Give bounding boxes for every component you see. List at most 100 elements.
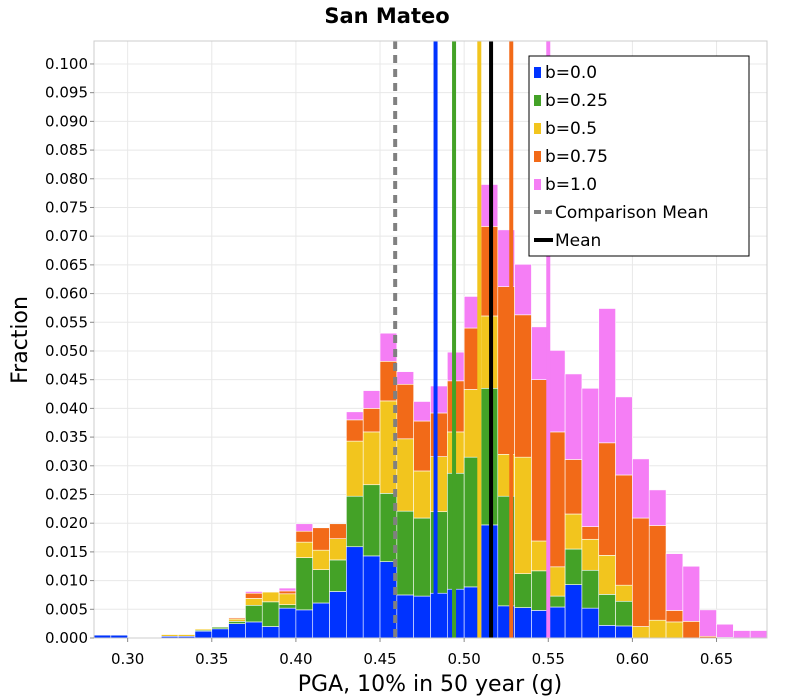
bar-segment-b=0.25 (228, 621, 246, 624)
bar-segment-b=0.5 (261, 591, 280, 603)
bar-segment-b=0.5 (547, 566, 566, 597)
y-tick-label: 0.040 (45, 399, 88, 417)
bar-segment-b=1.0 (379, 332, 398, 362)
bar-segment-b=1.0 (430, 385, 448, 414)
y-axis-label: Fraction (8, 296, 33, 384)
bar-segment-b=1.0 (682, 565, 701, 622)
bar-segment-b=0.25 (564, 548, 583, 585)
bar-segment-b=0.75 (632, 517, 650, 627)
bar-segment-b=0.75 (514, 314, 532, 458)
bar-segment-b=0.5 (430, 456, 448, 513)
bar-segment-b=0.75 (295, 530, 314, 543)
bar-segment-b=0.0 (598, 625, 616, 639)
bar-segment-b=0.25 (261, 601, 280, 627)
bar-segment-b=1.0 (278, 587, 297, 592)
legend-swatch-b-1-0 (534, 179, 541, 190)
bar-segment-b=0.75 (413, 420, 431, 472)
bar-segment-b=0.25 (346, 495, 364, 548)
legend-label-b-0-75: b=0.75 (545, 147, 608, 167)
bar-segment-b=1.0 (346, 411, 364, 421)
y-tick-label: 0.025 (45, 485, 88, 503)
bar-segment-b=0.25 (312, 569, 330, 604)
histogram-bars (93, 184, 768, 639)
x-tick-label: 0.60 (616, 650, 649, 668)
bar-segment-b=1.0 (396, 371, 414, 385)
bar-segment-b=0.5 (632, 626, 650, 639)
bar-segment-b=1.0 (413, 401, 431, 422)
bar-segment-b=0.5 (564, 513, 583, 550)
y-tick-label: 0.065 (45, 256, 88, 274)
bar-segment-b=0.75 (346, 419, 364, 442)
bar-segment-b=0.75 (581, 526, 600, 540)
bar-segment-b=0.0 (194, 630, 213, 639)
y-axis: 0.000 0.005 0.010 0.015 0.020 0.025 0.030 0.035… (45, 55, 94, 647)
legend-label-b-0-25: b=0.25 (545, 91, 608, 111)
y-tick-label: 0.100 (45, 55, 88, 73)
bar-segment-b=0.0 (228, 623, 246, 639)
y-tick-label: 0.055 (45, 313, 88, 331)
bar-segment-b=0.0 (514, 607, 532, 639)
bar-segment-b=0.75 (598, 442, 616, 556)
bar-segment-b=0.0 (362, 555, 381, 639)
bar-segment-b=0.5 (329, 538, 347, 561)
bar-segment-b=0.5 (581, 538, 600, 571)
bar-segment-b=0.0 (346, 546, 364, 639)
bar-segment-b=0.5 (278, 593, 297, 606)
bar-segment-b=0.5 (413, 470, 431, 519)
legend-label-b-1-0: b=1.0 (545, 175, 597, 195)
bar-segment-b=0.5 (295, 541, 314, 558)
bar-segment-b=0.25 (413, 517, 431, 597)
legend-label-b-0-0: b=0.0 (545, 63, 597, 83)
legend: b=0.0 b=0.25 b=0.5 b=0.75 b=1.0 Comparison Me… (528, 55, 750, 257)
bar-segment-b=1.0 (531, 326, 549, 380)
legend-label-b-0-5: b=0.5 (545, 119, 597, 139)
bar-segment-b=1.0 (615, 396, 633, 476)
x-axis: 0.30 0.35 0.40 0.45 0.50 0.55 0.60 0.65 (111, 638, 733, 668)
chart-title: San Mateo (324, 4, 449, 28)
bar-segment-b=1.0 (295, 523, 314, 532)
bar-segment-b=0.0 (261, 626, 280, 639)
bar-segment-b=0.25 (329, 559, 347, 592)
x-tick-label: 0.50 (447, 650, 480, 668)
bar-segment-b=0.25 (598, 594, 616, 626)
bar-segment-b=1.0 (749, 630, 768, 639)
x-tick-label: 0.55 (532, 650, 565, 668)
bar-segment-b=0.0 (564, 584, 583, 639)
bar-segment-b=0.25 (531, 570, 549, 611)
bar-segment-b=0.75 (329, 523, 347, 539)
y-tick-label: 0.085 (45, 141, 88, 159)
bar-segment-b=1.0 (665, 553, 684, 611)
bar-segment-b=0.5 (615, 584, 633, 602)
bar-segment-b=1.0 (564, 373, 583, 460)
bar-segment-b=1.0 (699, 609, 717, 637)
y-tick-label: 0.045 (45, 371, 88, 389)
bar-segment-b=0.5 (514, 456, 532, 575)
bar-segment-b=0.0 (531, 610, 549, 639)
bar-segment-b=0.75 (665, 610, 684, 623)
bar-segment-b=0.25 (547, 595, 566, 608)
legend-label-mean: Mean (555, 231, 601, 251)
y-tick-label: 0.060 (45, 285, 88, 303)
bar-segment-b=1.0 (245, 591, 263, 594)
bar-segment-b=0.75 (228, 617, 246, 620)
bar-segment-b=0.5 (665, 621, 684, 639)
bar-segment-b=0.0 (396, 594, 414, 639)
legend-box (528, 55, 750, 257)
bar-segment-b=0.0 (312, 602, 330, 639)
x-tick-label: 0.40 (279, 650, 312, 668)
bar-segment-b=0.75 (615, 474, 633, 586)
x-tick-label: 0.65 (700, 650, 733, 668)
bar-segment-b=0.0 (615, 625, 633, 639)
bar-segment-b=0.75 (362, 408, 381, 433)
legend-label-comparison-mean: Comparison Mean (555, 203, 709, 223)
bar-segment-b=0.5 (312, 549, 330, 570)
bar-segment-b=1.0 (598, 308, 616, 444)
bar-segment-b=0.0 (430, 592, 448, 639)
bar-segment-b=0.5 (598, 555, 616, 595)
bar-segment-b=0.25 (430, 511, 448, 594)
bar-segment-b=0.5 (194, 628, 213, 631)
bar-segment-b=0.75 (396, 383, 414, 440)
bar-segment-b=0.0 (211, 628, 229, 639)
bar-segment-b=0.75 (531, 379, 549, 542)
